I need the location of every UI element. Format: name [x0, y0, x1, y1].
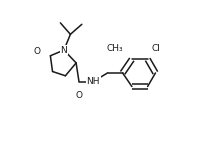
Text: NH: NH — [87, 77, 100, 86]
Text: N: N — [61, 46, 67, 54]
Text: CH₃: CH₃ — [107, 44, 123, 53]
Text: Cl: Cl — [151, 44, 160, 53]
Text: O: O — [75, 91, 82, 100]
Text: O: O — [33, 47, 40, 56]
